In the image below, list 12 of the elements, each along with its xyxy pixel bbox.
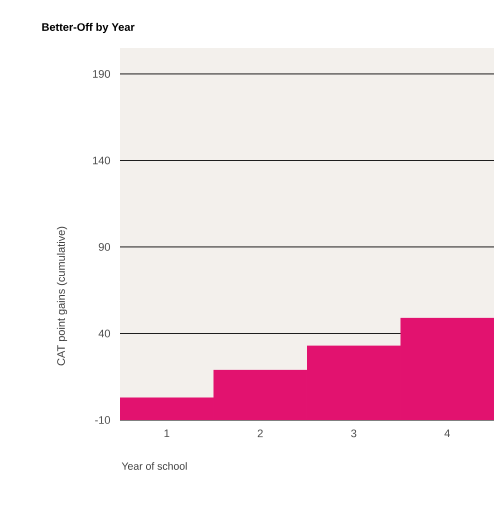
chart-title: Better-Off by Year bbox=[42, 22, 135, 34]
y-tick-label: 90 bbox=[98, 243, 110, 251]
x-tick-label: 3 bbox=[351, 430, 356, 438]
x-tick-label: 4 bbox=[444, 430, 450, 438]
y-tick-label: 140 bbox=[93, 156, 110, 164]
y-tick-label: 190 bbox=[93, 70, 110, 78]
y-tick-label: 40 bbox=[98, 330, 110, 338]
x-axis-title: Year of school bbox=[122, 462, 187, 470]
y-axis-title: CAT point gains (cumulative) bbox=[56, 226, 68, 366]
x-tick-label: 2 bbox=[258, 430, 263, 438]
x-tick-label: 1 bbox=[164, 430, 170, 438]
y-tick-label: -10 bbox=[95, 416, 110, 424]
